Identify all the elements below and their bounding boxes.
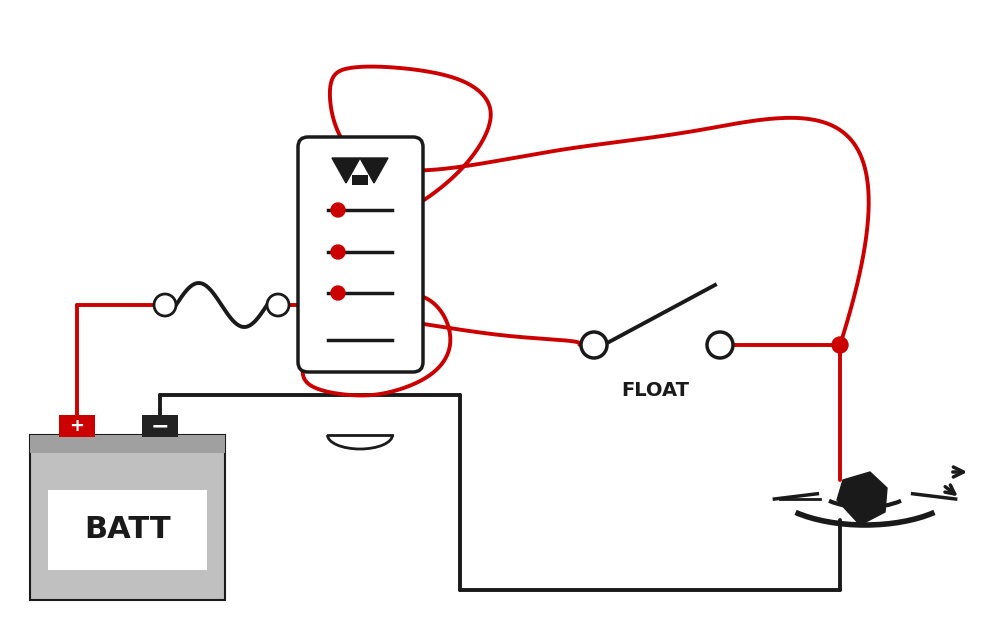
FancyBboxPatch shape [48,490,207,570]
Text: +: + [70,417,84,435]
FancyBboxPatch shape [298,137,423,372]
FancyBboxPatch shape [30,435,225,453]
Circle shape [154,294,176,316]
Text: BATT: BATT [84,516,171,544]
Polygon shape [837,472,887,525]
FancyBboxPatch shape [30,435,225,600]
Circle shape [267,294,289,316]
Text: FLOAT: FLOAT [621,381,689,399]
Polygon shape [360,158,388,183]
Circle shape [832,337,848,353]
Circle shape [581,332,607,358]
Circle shape [331,203,345,217]
FancyBboxPatch shape [352,175,368,185]
FancyBboxPatch shape [142,415,178,437]
FancyBboxPatch shape [59,415,95,437]
Polygon shape [332,158,360,183]
Circle shape [331,286,345,300]
Circle shape [331,245,345,259]
Circle shape [707,332,733,358]
Text: −: − [151,416,169,436]
